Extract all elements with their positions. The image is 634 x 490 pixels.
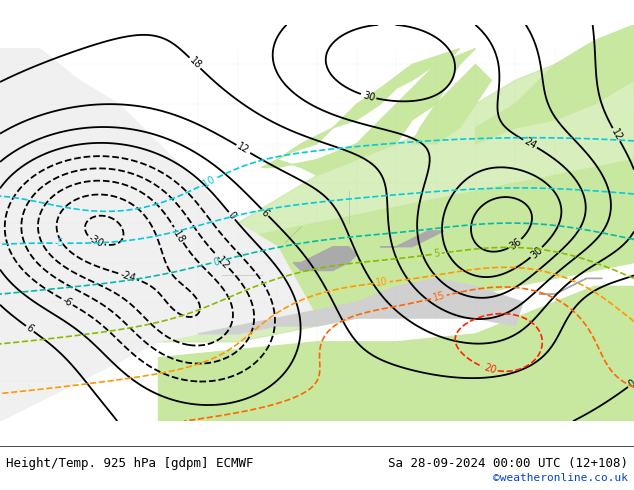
Polygon shape	[476, 25, 634, 144]
Text: 18: 18	[187, 55, 203, 71]
Polygon shape	[261, 49, 476, 175]
Text: 6: 6	[259, 207, 271, 218]
Polygon shape	[317, 160, 634, 247]
Polygon shape	[476, 286, 634, 421]
Text: Sa 28-09-2024 00:00 UTC (12+108): Sa 28-09-2024 00:00 UTC (12+108)	[387, 457, 628, 470]
Text: -30: -30	[86, 233, 105, 249]
Text: -5: -5	[55, 238, 64, 248]
Polygon shape	[293, 247, 356, 270]
Polygon shape	[198, 278, 523, 334]
Text: -18: -18	[170, 225, 187, 244]
Polygon shape	[380, 231, 444, 247]
Text: 36: 36	[507, 236, 523, 251]
Text: 20: 20	[482, 363, 497, 376]
Text: -10: -10	[198, 174, 217, 191]
Text: 0: 0	[212, 256, 221, 268]
Text: 15: 15	[432, 291, 446, 303]
Text: 12: 12	[609, 127, 624, 143]
Polygon shape	[539, 278, 602, 294]
Polygon shape	[0, 49, 238, 421]
Text: -12: -12	[214, 252, 232, 271]
Text: 12: 12	[235, 142, 251, 156]
Polygon shape	[278, 49, 460, 160]
Text: 30: 30	[529, 245, 545, 260]
Text: 10: 10	[375, 277, 389, 288]
Polygon shape	[412, 65, 491, 144]
Text: 0: 0	[226, 210, 238, 221]
Polygon shape	[158, 49, 634, 342]
Text: 5: 5	[433, 248, 441, 259]
Polygon shape	[0, 104, 317, 342]
Polygon shape	[158, 326, 634, 421]
Text: Height/Temp. 925 hPa [gdpm] ECMWF: Height/Temp. 925 hPa [gdpm] ECMWF	[6, 457, 254, 470]
Text: 30: 30	[361, 90, 376, 103]
Text: 0: 0	[626, 378, 634, 390]
Text: -24: -24	[119, 269, 137, 283]
Text: 24: 24	[522, 136, 538, 151]
Text: ©weatheronline.co.uk: ©weatheronline.co.uk	[493, 473, 628, 483]
Polygon shape	[158, 183, 634, 334]
Text: 6: 6	[25, 323, 36, 335]
Text: -6: -6	[60, 295, 74, 309]
